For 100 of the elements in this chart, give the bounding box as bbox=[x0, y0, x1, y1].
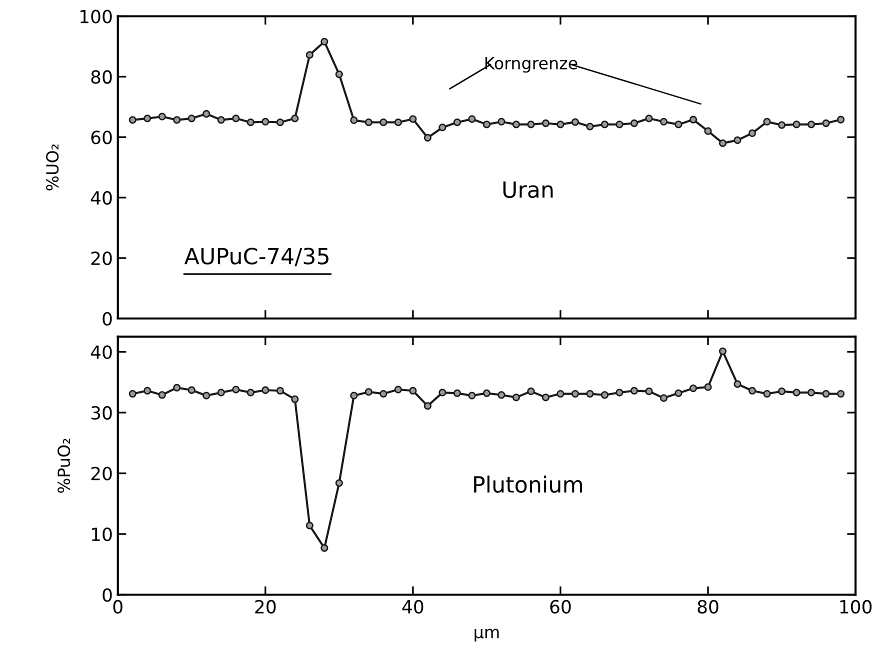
point bbox=[836, 390, 845, 398]
point bbox=[364, 118, 372, 126]
point bbox=[527, 388, 535, 396]
y-tick-label: 20 bbox=[91, 252, 112, 266]
point bbox=[778, 121, 786, 129]
point bbox=[291, 395, 299, 404]
point bbox=[556, 390, 564, 398]
x-tick-label: 0 bbox=[113, 600, 122, 614]
point bbox=[188, 114, 196, 122]
point bbox=[380, 118, 388, 126]
point bbox=[424, 134, 432, 142]
point bbox=[232, 114, 240, 122]
point bbox=[202, 392, 210, 400]
point bbox=[320, 38, 328, 46]
point bbox=[409, 115, 417, 123]
point bbox=[792, 388, 800, 396]
point bbox=[394, 118, 402, 126]
point bbox=[689, 116, 698, 124]
point bbox=[217, 388, 225, 396]
x-tick-label: 40 bbox=[402, 600, 424, 614]
point bbox=[246, 118, 254, 126]
point bbox=[748, 129, 756, 138]
point bbox=[262, 118, 270, 126]
y-axis-title: %UO₂ bbox=[46, 144, 59, 190]
annotation: Korngrenze bbox=[485, 57, 578, 73]
point bbox=[188, 386, 196, 394]
x-tick-label: 60 bbox=[550, 600, 571, 614]
point bbox=[718, 139, 727, 148]
point bbox=[498, 391, 506, 399]
point bbox=[453, 389, 462, 397]
point bbox=[586, 390, 594, 398]
point bbox=[660, 394, 668, 402]
point bbox=[350, 116, 358, 124]
y-tick-label: 0 bbox=[102, 588, 112, 602]
point bbox=[335, 70, 343, 78]
point bbox=[306, 51, 314, 59]
point bbox=[158, 391, 166, 399]
point bbox=[320, 544, 328, 552]
point bbox=[600, 391, 609, 399]
y-tick-label: 10 bbox=[92, 527, 112, 542]
x-tick-label: 100 bbox=[840, 600, 872, 614]
point bbox=[734, 136, 742, 144]
point bbox=[262, 386, 270, 394]
y-tick-label: 30 bbox=[91, 406, 112, 420]
x-tick-label: 80 bbox=[698, 600, 718, 614]
point bbox=[763, 390, 771, 398]
point bbox=[498, 118, 506, 126]
y-tick-label: 0 bbox=[102, 312, 112, 326]
x-tick-label: 20 bbox=[255, 600, 276, 614]
point bbox=[645, 388, 653, 396]
point bbox=[217, 116, 225, 124]
point bbox=[409, 386, 417, 395]
y-tick-label: 20 bbox=[91, 466, 112, 480]
point bbox=[689, 384, 698, 392]
point bbox=[556, 120, 564, 128]
point bbox=[158, 112, 166, 120]
point bbox=[468, 392, 476, 400]
point bbox=[822, 119, 830, 128]
point bbox=[807, 120, 816, 128]
point bbox=[350, 392, 358, 400]
point bbox=[718, 347, 727, 356]
y-tick-label: 40 bbox=[90, 345, 112, 359]
x-axis-title: µm bbox=[474, 628, 499, 642]
point bbox=[616, 388, 624, 396]
point bbox=[763, 118, 771, 126]
point bbox=[836, 116, 845, 124]
y-axis-title: %PuO₂ bbox=[58, 438, 70, 493]
point bbox=[630, 386, 638, 395]
point bbox=[291, 114, 299, 122]
point bbox=[512, 120, 520, 128]
point bbox=[734, 380, 742, 388]
point bbox=[246, 388, 254, 396]
point bbox=[453, 118, 462, 126]
point bbox=[748, 386, 756, 395]
point bbox=[276, 386, 284, 395]
point bbox=[571, 118, 580, 126]
point bbox=[394, 386, 402, 394]
annotation: Uran bbox=[503, 181, 553, 198]
point bbox=[822, 390, 830, 398]
point bbox=[306, 522, 314, 530]
point bbox=[527, 120, 535, 128]
point bbox=[364, 388, 372, 396]
point bbox=[276, 118, 284, 126]
point bbox=[380, 390, 388, 398]
point bbox=[128, 116, 136, 124]
point bbox=[173, 384, 181, 392]
point bbox=[482, 120, 491, 128]
annotation: AUPuC-74/35 bbox=[184, 248, 328, 266]
point bbox=[173, 116, 181, 124]
y-tick-label: 100 bbox=[80, 10, 112, 24]
point bbox=[232, 386, 240, 394]
annotation: Plutonium bbox=[474, 476, 582, 493]
point bbox=[792, 120, 800, 128]
point bbox=[674, 120, 682, 128]
y-tick-label: 40 bbox=[90, 191, 112, 205]
point bbox=[438, 124, 446, 132]
point bbox=[704, 127, 712, 135]
point bbox=[424, 402, 432, 410]
point bbox=[586, 122, 594, 130]
point bbox=[645, 114, 653, 122]
